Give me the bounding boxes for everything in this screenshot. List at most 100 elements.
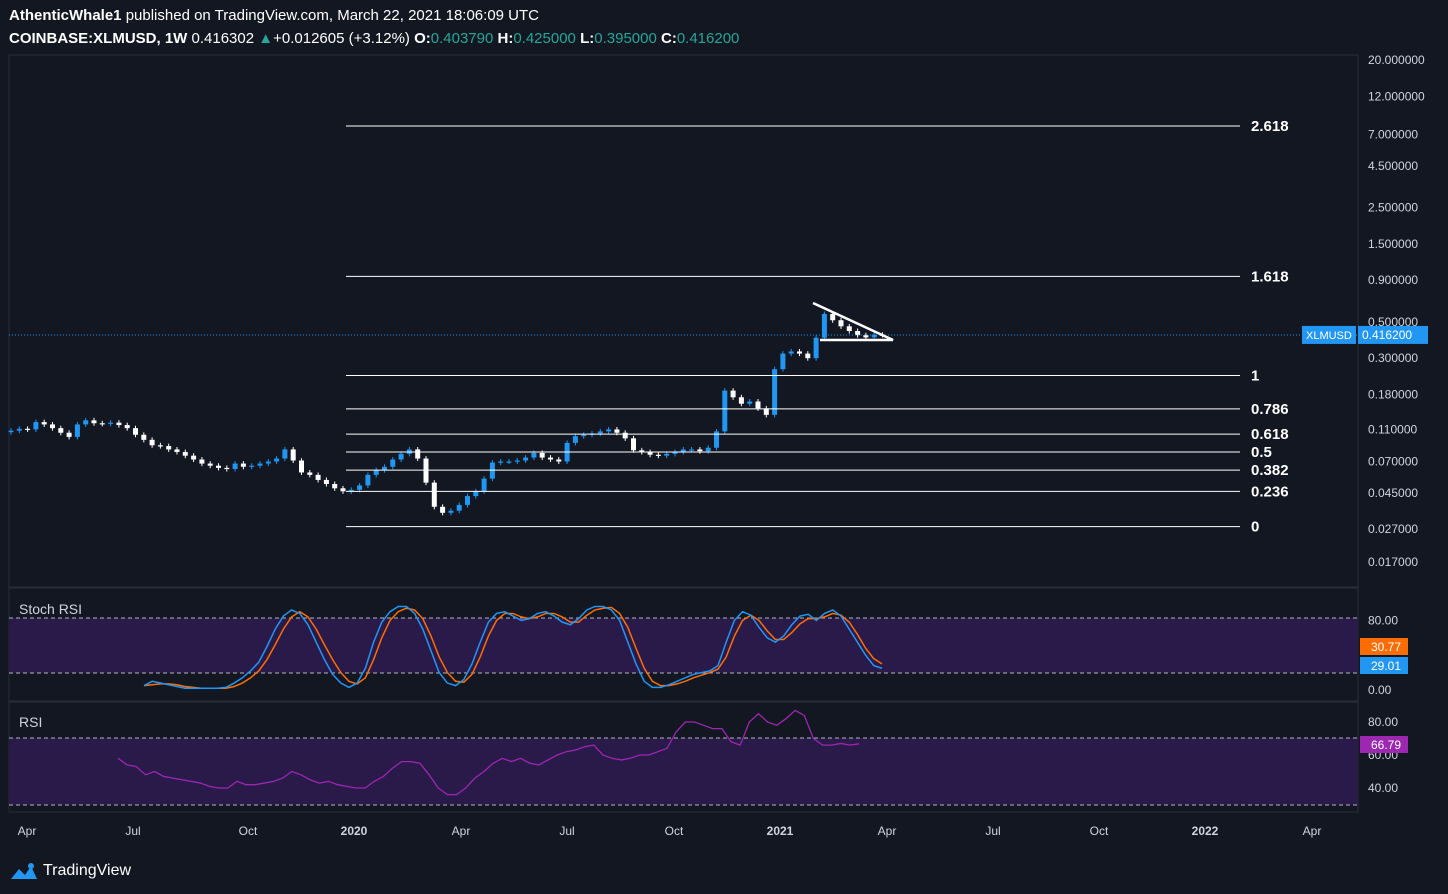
rsi-tick-label: 80.00 (1368, 715, 1398, 729)
candle-body (398, 453, 404, 460)
candle-body (664, 453, 670, 456)
time-tick-label: Jul (985, 824, 1000, 838)
candle-body (821, 313, 827, 338)
time-tick-label: 2021 (767, 824, 794, 838)
brand-name: TradingView (43, 862, 132, 879)
low-label: L: (580, 30, 595, 47)
fib-level-label: 0.382 (1251, 462, 1289, 479)
triangle-pattern-drawing[interactable] (812, 301, 894, 342)
price-axis[interactable]: 20.000000 12.000000 7.000000 4.500000 2.5000… (1302, 53, 1428, 569)
main-series (8, 311, 1358, 516)
candle-body (431, 482, 437, 507)
candle-body (332, 483, 338, 489)
candle-body (174, 449, 180, 453)
candle-body (622, 432, 628, 439)
candle-body (672, 452, 678, 454)
candle-body (680, 449, 686, 453)
candle-body (282, 449, 288, 459)
candle-body (207, 463, 213, 466)
stoch-rsi-series: 80.00 0.00 30.77 29.01 (143, 605, 1408, 697)
candle-body (232, 463, 238, 469)
candle-body (523, 457, 529, 461)
candle-body (307, 472, 313, 475)
price-tick-label: 0.070000 (1368, 455, 1418, 469)
fib-level-label: 2.618 (1251, 118, 1289, 135)
symbol-label: COINBASE:XLMUSD, 1W (9, 30, 188, 47)
candle-body (506, 461, 512, 463)
candle-body (697, 449, 703, 452)
open-value: 0.403790 (430, 30, 494, 47)
rsi-value-label: 66.79 (1371, 738, 1401, 752)
low-value: 0.395000 (594, 30, 657, 47)
price-tick-label: 0.180000 (1368, 387, 1418, 401)
stoch-tick-label: 80.00 (1368, 613, 1398, 627)
candle-body (415, 449, 421, 459)
time-axis[interactable]: Apr Jul Oct 2020 Apr Jul Oct 2021 Apr Jul Oct 2022 A… (18, 824, 1322, 838)
candle-body (365, 474, 371, 486)
main-pane[interactable] (8, 54, 1359, 588)
rsi-title: RSI (19, 714, 42, 730)
high-label: H: (497, 30, 514, 47)
candle-body (514, 460, 520, 462)
candle-body (240, 463, 246, 467)
price-tick-label: 12.000000 (1368, 89, 1425, 103)
candle-body (572, 436, 578, 443)
candle-body (556, 459, 562, 462)
rsi-tick-label: 40.00 (1368, 781, 1398, 795)
triangle-pattern-line[interactable] (812, 301, 894, 342)
candle-body (655, 454, 661, 456)
fib-level-label: 0.236 (1251, 483, 1289, 500)
candle-body (465, 496, 470, 505)
candle-body (606, 429, 612, 432)
author-name[interactable]: AthenticWhale1 (9, 7, 122, 24)
candle-body (340, 488, 346, 492)
candle-body (614, 429, 620, 433)
rsi-line (117, 709, 860, 796)
candle-body (448, 510, 454, 513)
candle-body (863, 335, 869, 338)
candle-body (855, 330, 861, 336)
rsi-band (9, 738, 1358, 805)
candle-body (166, 446, 172, 450)
footer-brand[interactable]: TradingView (9, 860, 131, 882)
last-price: 0.416302 (191, 30, 255, 47)
fib-level-label: 0 (1251, 519, 1259, 536)
time-tick-label: Oct (665, 824, 684, 838)
candle-body (373, 470, 379, 475)
candle-body (199, 459, 205, 464)
candle-body (99, 423, 105, 425)
tradingview-logo-icon (11, 863, 37, 879)
candle-body (780, 353, 786, 370)
candle-body (498, 461, 504, 463)
candle-body (41, 422, 47, 425)
candle-body (581, 434, 587, 437)
close-value: 0.416200 (676, 30, 740, 47)
price-tick-label: 0.110000 (1368, 422, 1417, 436)
rsi-value-tag (1360, 736, 1408, 753)
stoch-rsi-title: Stoch RSI (19, 601, 82, 617)
price-tick-label: 20.000000 (1368, 53, 1425, 67)
candle-body (456, 504, 462, 511)
price-tick-label: 0.017000 (1368, 555, 1418, 569)
fib-level-label: 0.786 (1251, 401, 1289, 418)
candle-body (830, 313, 836, 321)
candle-body (157, 445, 163, 447)
fib-level-label: 1.618 (1251, 268, 1289, 285)
time-tick-label: Apr (452, 824, 471, 838)
candle-body (182, 452, 188, 456)
time-tick-label: Oct (1090, 824, 1109, 838)
candle-body (647, 452, 653, 455)
candle-body (133, 428, 138, 435)
candle-body (871, 334, 877, 338)
stoch-k-line (143, 605, 883, 690)
stoch-k-value: 29.01 (1371, 659, 1401, 673)
candle-body (33, 422, 39, 430)
candle-body (481, 478, 487, 492)
candle-body (755, 401, 761, 409)
candle-body (705, 447, 711, 452)
candle-body (357, 485, 363, 490)
last-price-tag-label: 0.416200 (1362, 328, 1412, 342)
